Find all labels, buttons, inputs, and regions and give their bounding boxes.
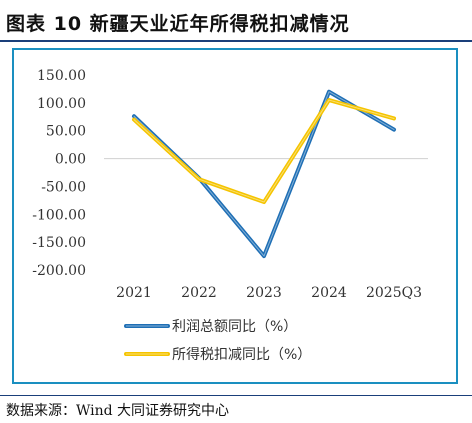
series-line-highlight-1 xyxy=(133,91,395,257)
y-tick-label: -200.00 xyxy=(32,263,86,279)
y-tick-label: 0.00 xyxy=(55,152,86,168)
y-tick-label: 100.00 xyxy=(37,96,86,112)
y-tick-label: 50.00 xyxy=(46,124,86,140)
y-tick-label: -150.00 xyxy=(32,235,86,251)
x-tick-label: 2021 xyxy=(116,285,152,301)
footer-divider xyxy=(0,395,472,396)
x-tick-label: 2025Q3 xyxy=(366,285,422,301)
series-line-1 xyxy=(132,89,396,259)
legend-label: 利润总额同比（%） xyxy=(172,319,297,335)
x-tick-label: 2024 xyxy=(311,285,347,301)
data-source-note: 数据来源：Wind 大同证券研究中心 xyxy=(6,403,230,419)
y-tick-label: 150.00 xyxy=(37,68,86,84)
figure-title: 图表 10 新疆天业近年所得税扣减情况 xyxy=(6,13,350,35)
legend-label: 所得税扣减同比（%） xyxy=(172,346,311,363)
title-divider xyxy=(0,40,472,42)
y-tick-label: -50.00 xyxy=(41,179,86,195)
x-tick-label: 2023 xyxy=(246,285,282,301)
x-tick-label: 2022 xyxy=(181,285,217,301)
y-tick-label: -100.00 xyxy=(32,207,86,223)
chart-frame xyxy=(12,48,458,384)
